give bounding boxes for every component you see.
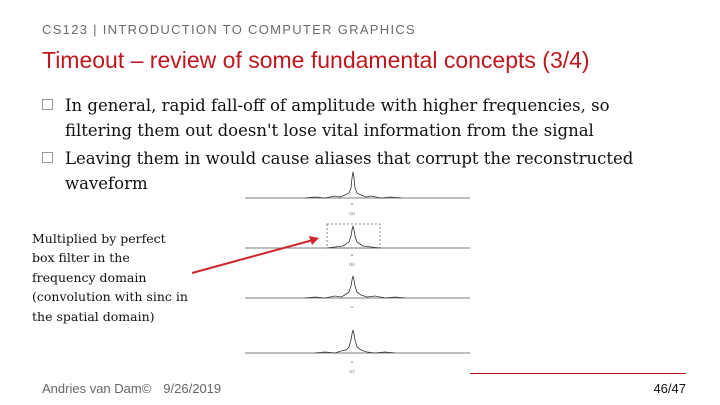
footer-author: Andries van Dam© bbox=[42, 381, 152, 396]
footer-meta: Andries van Dam© 9/26/2019 bbox=[42, 381, 221, 396]
bullet-box-icon bbox=[42, 152, 53, 163]
svg-text:ω: ω bbox=[351, 253, 354, 257]
bullet-item: Leaving them in would cause aliases that… bbox=[42, 146, 662, 196]
frequency-spectrum-figure: ω (a) ω (b) ω ω (c) bbox=[245, 171, 470, 374]
panel-label: (c) bbox=[349, 369, 355, 374]
panel-label: (a) bbox=[349, 211, 355, 216]
footer-date: 9/26/2019 bbox=[163, 381, 222, 396]
course-header: CS123 | INTRODUCTION TO COMPUTER GRAPHIC… bbox=[42, 22, 417, 37]
spectrum-panel-d: ω (c) bbox=[245, 329, 470, 374]
svg-text:ω: ω bbox=[351, 305, 354, 309]
footer-rule bbox=[470, 373, 686, 374]
spectrum-panel-c: ω bbox=[245, 275, 470, 309]
bullet-box-icon bbox=[42, 99, 53, 110]
svg-text:ω: ω bbox=[351, 202, 354, 206]
bullet-text: Leaving them in would cause aliases that… bbox=[65, 149, 634, 193]
svg-text:ω: ω bbox=[351, 360, 354, 364]
slide-title: Timeout – review of some fundamental con… bbox=[42, 47, 590, 73]
figure-caption: Multiplied by perfect box filter in the … bbox=[32, 231, 188, 324]
spectrum-panel-b: ω (b) bbox=[245, 223, 470, 267]
bullet-text: In general, rapid fall-off of amplitude … bbox=[65, 96, 610, 140]
spectrum-panel-a: ω (a) bbox=[245, 171, 470, 216]
panel-label: (b) bbox=[349, 262, 355, 267]
page-number: 46/47 bbox=[653, 381, 686, 396]
bullet-item: In general, rapid fall-off of amplitude … bbox=[42, 93, 662, 143]
